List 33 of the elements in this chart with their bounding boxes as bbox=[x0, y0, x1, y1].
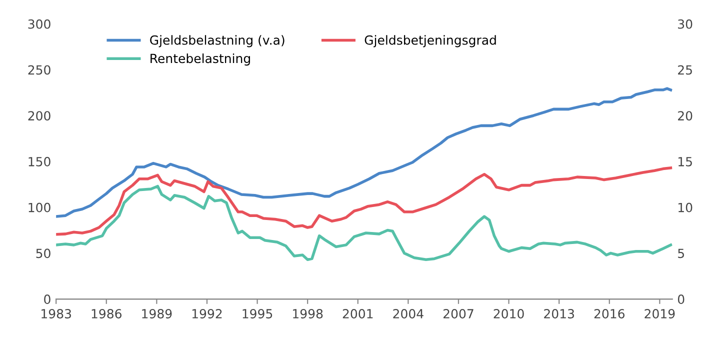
line-series bbox=[56, 184, 672, 262]
y2-tick-label: 0 bbox=[678, 294, 684, 304]
legend-label: Gjeldsbetjeningsgrad bbox=[364, 35, 496, 48]
y-tick-label: 300 bbox=[28, 19, 50, 29]
x-tick-label: 2010 bbox=[494, 309, 524, 318]
x-tick-label: 1998 bbox=[293, 309, 323, 318]
legend-label: Rentebelastning bbox=[150, 53, 250, 66]
y2-tick-label: 25 bbox=[678, 65, 692, 75]
y-tick-label: 0 bbox=[44, 294, 50, 304]
y-tick-label: 150 bbox=[28, 156, 50, 166]
x-tick-label: 2001 bbox=[342, 309, 373, 318]
x-tick-label: 1989 bbox=[142, 309, 172, 318]
x-tick-label: 2019 bbox=[644, 309, 675, 318]
y2-tick-label: 30 bbox=[678, 19, 692, 29]
x-tick-label: 2007 bbox=[443, 309, 474, 318]
y-tick-label: 50 bbox=[36, 248, 50, 258]
x-tick-label: 1983 bbox=[42, 309, 71, 318]
x-tick-label: 1995 bbox=[242, 309, 272, 318]
y2-tick-label: 20 bbox=[678, 111, 692, 121]
y-tick-label: 200 bbox=[28, 111, 50, 121]
legend-label: Gjeldsbelastning (v.a) bbox=[150, 35, 284, 48]
line-series bbox=[56, 87, 672, 218]
x-tick-label: 2016 bbox=[594, 309, 625, 318]
x-tick-label: 1986 bbox=[92, 309, 122, 318]
y-tick-label: 100 bbox=[28, 202, 50, 212]
x-tick-label: 2004 bbox=[393, 309, 424, 318]
x-tick-label: 1992 bbox=[192, 309, 222, 318]
y-tick-label: 250 bbox=[28, 65, 50, 75]
line-series bbox=[56, 166, 672, 236]
y2-tick-label: 15 bbox=[678, 157, 692, 166]
y2-tick-label: 5 bbox=[678, 248, 684, 258]
y2-tick-label: 10 bbox=[678, 202, 692, 212]
x-tick-label: 2013 bbox=[544, 309, 574, 318]
